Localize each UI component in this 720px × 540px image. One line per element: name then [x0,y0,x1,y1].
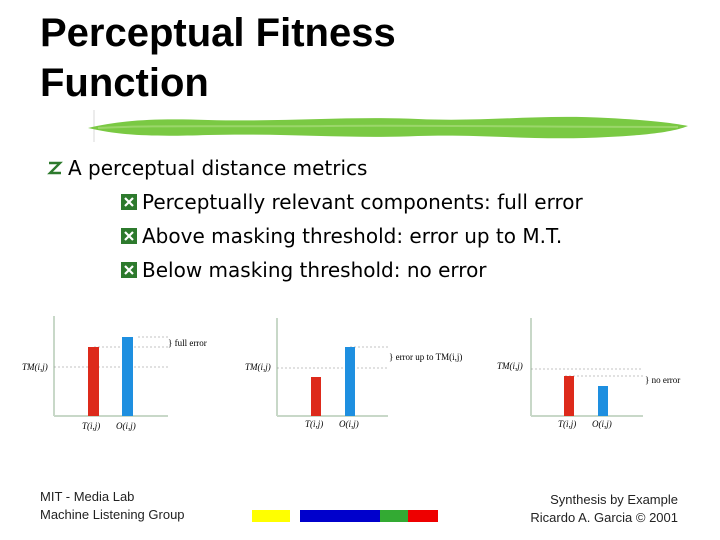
brush-stroke-divider [88,110,688,142]
output-bar [598,386,608,416]
footer-left: MIT - Media Lab Machine Listening Group [40,488,185,524]
bullet-sub-2: Above masking threshold: error up to M.T… [120,222,562,250]
target-label: T(i,j) [558,419,576,429]
bullet-main: A perceptual distance metrics [46,154,367,182]
bullet-sub-3-text: Below masking threshold: no error [142,258,487,282]
slide-title: Perceptual Fitness Function [40,8,396,108]
footer-org: MIT - Media Lab [40,489,135,504]
target-label: T(i,j) [82,421,100,431]
target-bar [311,377,321,416]
footer-group: Machine Listening Group [40,507,185,522]
error-note: } full error [168,338,207,348]
output-label: O(i,j) [116,421,136,431]
color-strip-yellow [252,510,290,522]
z-bullet-icon [47,161,63,175]
graph-error-up-to-threshold: TM(i,j) T(i,j) O(i,j) } error up to TM(i… [245,312,490,441]
footer-author: Ricardo A. Garcia © 2001 [530,510,678,525]
bullet-sub-1: Perceptually relevant components: full e… [120,188,583,216]
output-label: O(i,j) [339,419,359,429]
output-label: O(i,j) [592,419,612,429]
output-bar [345,347,355,416]
bullet-main-text: A perceptual distance metrics [68,156,368,180]
graph-full-error: TM(i,j) T(i,j) O(i,j) } full error [20,312,220,441]
error-note: } error up to TM(i,j) [389,352,462,362]
threshold-label: TM(i,j) [22,362,48,372]
color-strip-blue [300,510,380,522]
target-bar [88,347,99,416]
bullet-sub-2-text: Above masking threshold: error up to M.T… [142,224,563,248]
target-label: T(i,j) [305,419,323,429]
x-bullet-icon [121,262,137,278]
x-bullet-icon [121,228,137,244]
footer-course: Synthesis by Example [550,492,678,507]
footer-right: Synthesis by Example Ricardo A. Garcia ©… [530,491,678,527]
target-bar [564,376,574,416]
threshold-label: TM(i,j) [245,362,271,372]
x-bullet-icon [121,194,137,210]
bullet-sub-3: Below masking threshold: no error [120,256,487,284]
threshold-label: TM(i,j) [497,361,523,371]
output-bar [122,337,133,416]
slide-title-line-1: Perceptual Fitness [40,11,396,55]
color-strip-red [408,510,438,522]
bullet-sub-1-text: Perceptually relevant components: full e… [142,190,583,214]
error-note: } no error [645,375,680,385]
slide-title-line-2: Function [40,61,209,105]
graph-no-error: TM(i,j) T(i,j) O(i,j) } no error [495,312,695,441]
color-strip-green [380,510,408,522]
